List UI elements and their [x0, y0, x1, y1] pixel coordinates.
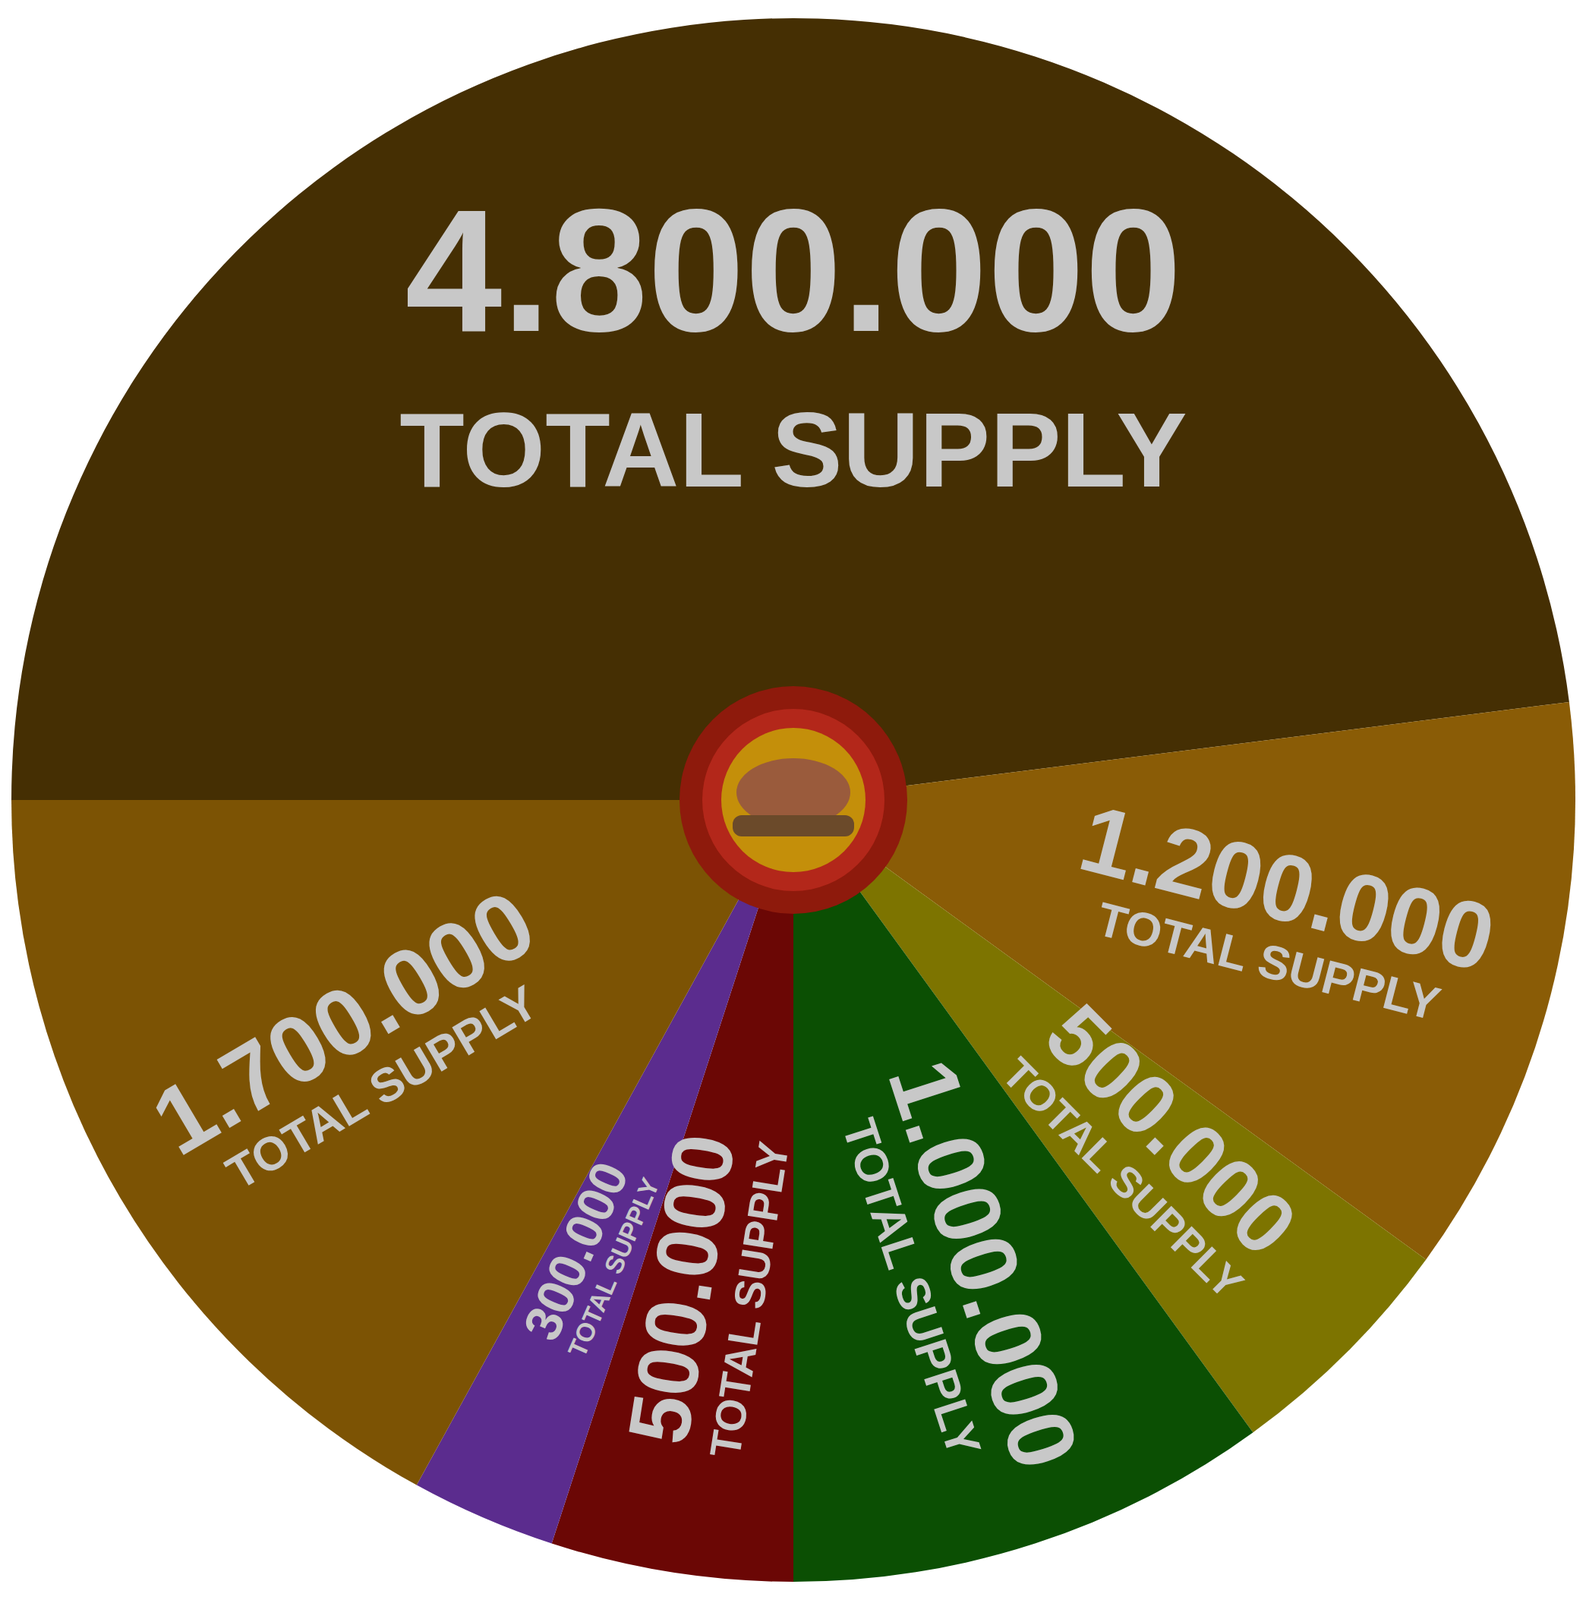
pie — [11, 18, 1576, 1583]
slice-label: 500.000TOTAL SUPPLY — [993, 983, 1319, 1309]
logo — [679, 686, 908, 915]
slice-label: 4.800.000 TOTAL SUPPLY — [399, 173, 1187, 510]
slice — [11, 18, 1570, 801]
annotation: TOTAL SUPPLY — [1091, 892, 1446, 1032]
slice-label: 500.000TOTAL SUPPLY — [608, 1124, 798, 1462]
annotation: TOTAL SUPPLY — [217, 975, 547, 1201]
slice-label: 1.000.000TOTAL SUPPLY — [821, 1047, 1100, 1498]
data-label: 4.800.000 — [404, 173, 1182, 369]
labels: 4.800.000TOTAL SUPPLY1.200.000TOTAL SUPP… — [135, 173, 1506, 1498]
annotation: TOTAL SUPPLY — [832, 1112, 992, 1464]
logo-ring — [679, 686, 908, 915]
logo-core — [721, 728, 866, 873]
slice-label: 300.000TOTAL SUPPLY — [510, 1151, 666, 1363]
slice — [11, 800, 794, 1486]
slice-label: 1.700.000TOTAL SUPPLY — [135, 869, 578, 1218]
annotation: TOTAL SUPPLY — [399, 390, 1187, 510]
slice-label: 1.200.000TOTAL SUPPLY — [1057, 784, 1505, 1040]
logo-ring — [702, 709, 885, 892]
logo-burger — [732, 815, 855, 837]
annotation: TOTAL SUPPLY — [562, 1173, 666, 1362]
annotation: TOTAL SUPPLY — [700, 1138, 798, 1462]
chart: 4.800.000TOTAL SUPPLY1.200.000TOTAL SUPP… — [0, 0, 1586, 1600]
